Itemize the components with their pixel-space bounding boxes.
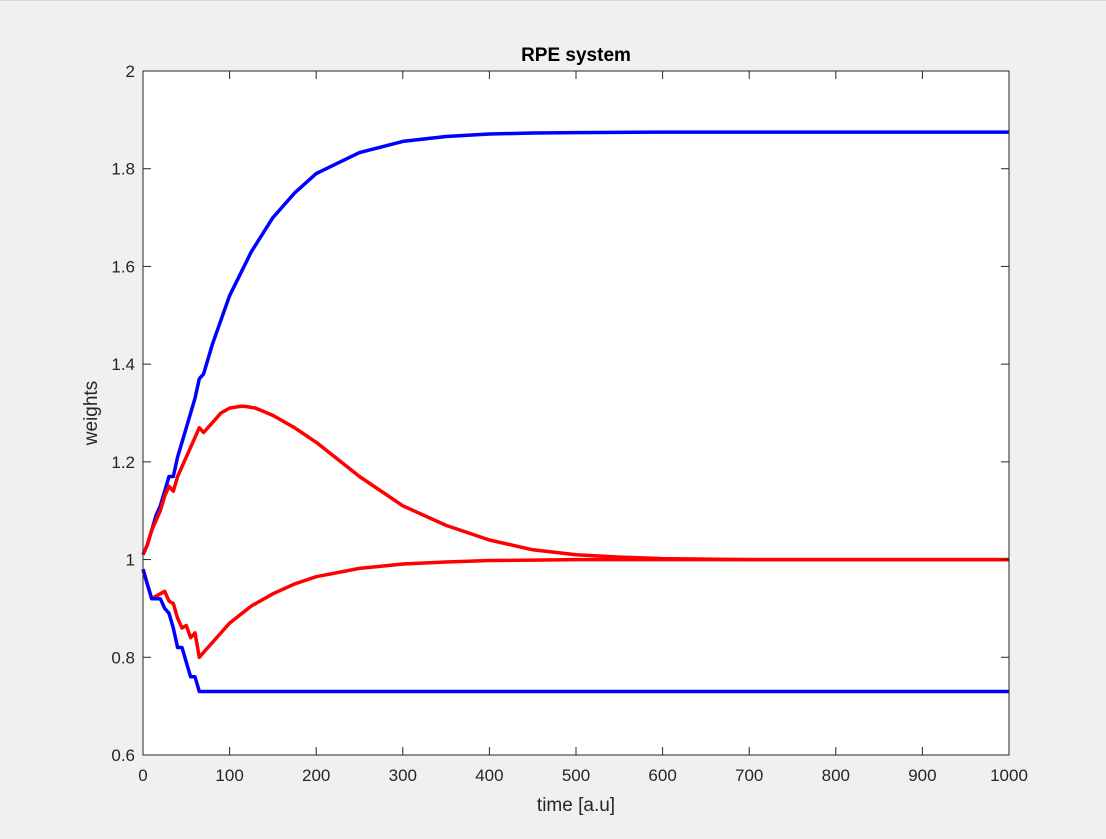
x-tick-label: 200 [302, 766, 330, 785]
y-tick-label: 0.8 [111, 648, 135, 667]
y-tick-label: 1.8 [111, 160, 135, 179]
y-tick-label: 1.6 [111, 257, 135, 276]
series-line-3 [141, 557, 1009, 660]
y-tick-label: 0.6 [111, 746, 135, 765]
series-line-2 [141, 404, 1009, 562]
series-layer [141, 130, 1009, 694]
x-tick-label: 700 [735, 766, 763, 785]
y-tick-label: 1.4 [111, 355, 135, 374]
x-tick-label: 100 [215, 766, 243, 785]
x-tick-label: 800 [822, 766, 850, 785]
x-tick-label: 600 [648, 766, 676, 785]
x-axis-label: time [a.u] [537, 795, 615, 816]
y-tick-label: 1 [126, 551, 135, 570]
x-tick-label: 400 [475, 766, 503, 785]
y-tick-label: 1.2 [111, 453, 135, 472]
plot-area [143, 71, 1009, 755]
series-line-4 [141, 568, 1009, 694]
x-tick-label: 900 [908, 766, 936, 785]
x-tick-label: 500 [562, 766, 590, 785]
y-tick-label: 2 [126, 62, 135, 81]
x-tick-label: 1000 [990, 766, 1028, 785]
y-axis-label: weights [81, 381, 102, 446]
chart-title: RPE system [521, 45, 631, 66]
x-tick-label: 0 [138, 766, 147, 785]
x-tick-label: 300 [389, 766, 417, 785]
tick-layer: 0 100 200 300 400 500 600 700 800 900 1000 0.6 0.8 1 1… [111, 62, 1028, 785]
